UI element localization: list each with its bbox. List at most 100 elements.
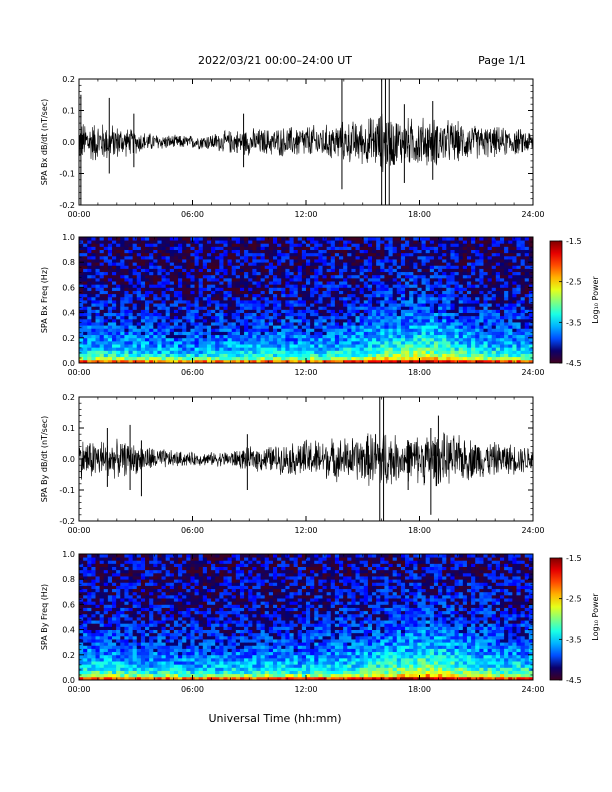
spectrogram-cell — [388, 328, 394, 332]
y-tick-label: -0.2 — [59, 517, 75, 526]
spectrogram-cell — [466, 337, 472, 342]
spectrogram-cell — [425, 284, 431, 288]
spectrogram-cell — [198, 344, 204, 348]
spectrogram-cell — [178, 268, 183, 273]
spectrogram-panel-4: 00:00 06:00 12:00 18:00 24:000.00.20.40.60.8… — [40, 550, 600, 694]
spectrogram-cell — [87, 651, 92, 656]
spectrogram-cell — [124, 337, 129, 342]
spectrogram-cell — [483, 237, 488, 241]
spectrogram-cell — [289, 255, 295, 260]
spectrogram-cell — [454, 255, 460, 260]
spectrogram-cell — [227, 284, 233, 288]
x-tick-label: 24:00 — [521, 526, 544, 535]
spectrogram-cell — [384, 328, 389, 332]
spectrogram-cell — [442, 284, 447, 288]
spectrogram-cell — [508, 274, 513, 279]
spectrogram-cell — [157, 328, 162, 332]
spectrogram-cell — [256, 281, 261, 285]
spectrogram-cell — [83, 554, 88, 558]
spectrogram-cell — [495, 322, 501, 326]
spectrogram-cell — [268, 347, 274, 351]
spectrogram-cell — [120, 287, 125, 291]
spectrogram-cell — [206, 252, 212, 257]
spectrogram-cell — [388, 331, 394, 336]
spectrogram-cell — [227, 309, 233, 313]
spectrogram-cell — [524, 277, 530, 282]
spectrogram-cell — [334, 322, 340, 326]
spectrogram-cell — [132, 255, 138, 260]
spectrogram-cell — [454, 312, 460, 317]
spectrogram-cell — [95, 318, 101, 323]
spectrogram-cell — [421, 359, 427, 364]
spectrogram-cell — [128, 243, 134, 247]
spectrogram-cell — [421, 243, 427, 247]
spectrogram-cell — [380, 252, 385, 257]
spectrogram-cell — [239, 356, 245, 361]
spectrogram-cell — [256, 271, 261, 276]
spectrogram-cell — [215, 331, 220, 336]
spectrogram-cell — [227, 255, 233, 260]
spectrogram-cell — [405, 271, 410, 276]
spectrogram-cell — [190, 331, 195, 336]
spectrogram-cell — [417, 331, 422, 336]
spectrogram-cell — [347, 334, 352, 339]
spectrogram-cell — [157, 347, 162, 351]
spectrogram-cell — [239, 268, 245, 273]
spectrogram-cell — [79, 654, 84, 659]
spectrogram-cell — [79, 576, 84, 580]
spectrogram-cell — [310, 265, 315, 269]
spectrogram-cell — [326, 309, 332, 313]
spectrogram-cell — [334, 237, 340, 241]
spectrogram-cell — [504, 347, 509, 351]
spectrogram-cell — [95, 651, 101, 656]
spectrogram-cell — [528, 334, 534, 339]
spectrogram-cell — [405, 340, 410, 345]
spectrogram-cell — [132, 347, 138, 351]
spectrogram-cell — [483, 240, 488, 244]
spectrogram-cell — [413, 353, 418, 358]
spectrogram-cell — [87, 557, 92, 561]
spectrogram-cell — [289, 322, 295, 326]
spectrogram-cell — [458, 293, 464, 298]
spectrogram-cell — [351, 262, 356, 266]
spectrogram-cell — [128, 300, 134, 304]
spectrogram-cell — [215, 315, 220, 320]
spectrogram-cell — [417, 344, 422, 348]
spectrogram-cell — [256, 340, 261, 345]
spectrogram-cell — [479, 240, 484, 244]
spectrogram-cell — [268, 312, 274, 317]
spectrogram-cell — [252, 243, 257, 247]
spectrogram-cell — [405, 277, 410, 282]
spectrogram-cell — [334, 290, 340, 295]
spectrogram-cell — [306, 344, 311, 348]
spectrogram-cell — [380, 331, 385, 336]
spectrogram-cell — [372, 344, 377, 348]
spectrogram-cell — [528, 262, 534, 266]
spectrogram-cell — [450, 325, 455, 329]
spectrogram-cell — [136, 249, 142, 254]
spectrogram-cell — [442, 287, 447, 291]
spectrogram-cell — [376, 309, 381, 313]
spectrogram-cell — [392, 331, 398, 336]
spectrogram-cell — [355, 246, 361, 250]
spectrogram-cell — [239, 353, 245, 358]
spectrogram-cell — [116, 356, 121, 361]
spectrogram-cell — [219, 259, 224, 263]
spectrogram-cell — [268, 334, 274, 339]
spectrogram-cell — [318, 284, 323, 288]
spectrogram-cell — [190, 300, 195, 304]
spectrogram-cell — [376, 334, 381, 339]
spectrogram-cell — [178, 315, 183, 320]
spectrogram-cell — [87, 594, 92, 599]
spectrogram-cell — [149, 271, 154, 276]
spectrogram-cell — [433, 356, 439, 361]
waveform-panel-1: 00:00 06:00 12:00 18:00 24:00-0.2-0.10.00.10… — [40, 75, 545, 219]
spectrogram-cell — [462, 337, 468, 342]
spectrogram-cell — [182, 274, 187, 279]
spectrogram-cell — [322, 284, 328, 288]
spectrogram-cell — [504, 318, 509, 323]
spectrogram-cell — [227, 262, 233, 266]
spectrogram-cell — [429, 300, 435, 304]
spectrogram-cell — [79, 585, 84, 590]
spectrogram-cell — [268, 284, 274, 288]
